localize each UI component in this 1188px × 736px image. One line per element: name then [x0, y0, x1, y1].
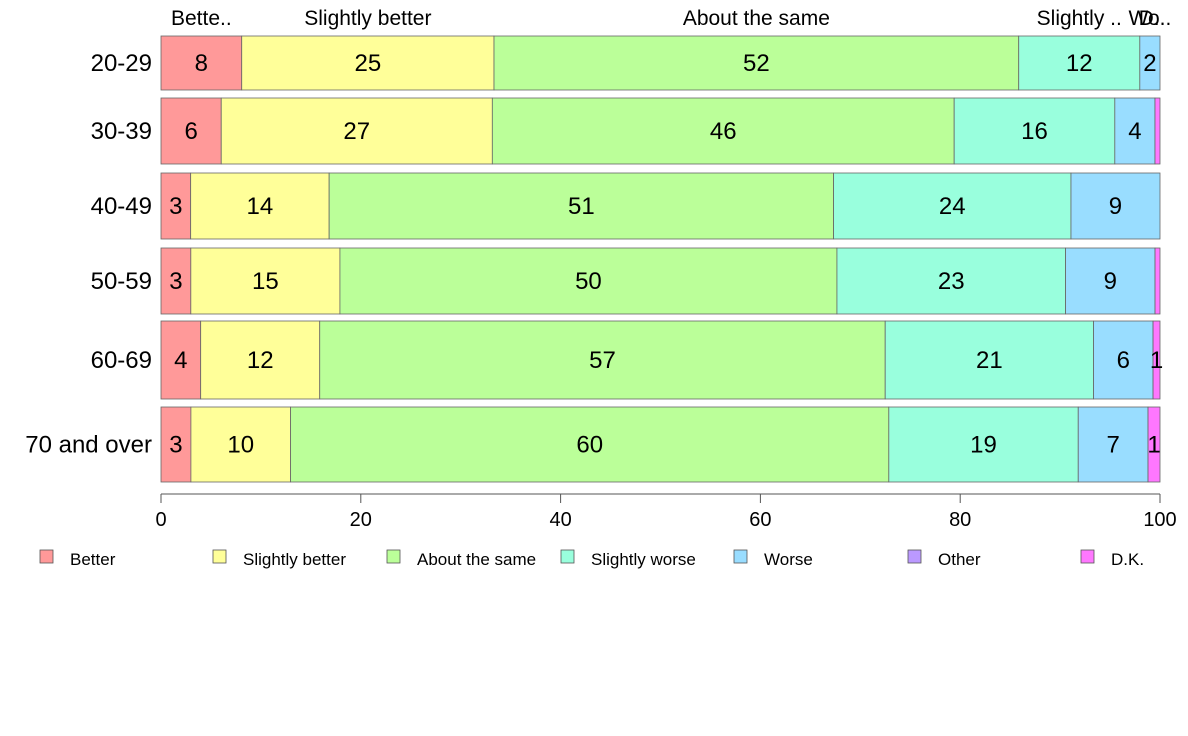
top-category-label: About the same: [683, 7, 830, 30]
bar-segment: [836, 247, 1066, 315]
legend-label: Slightly better: [243, 550, 346, 569]
data-label: 52: [743, 50, 770, 77]
bar-segment: [1077, 406, 1149, 483]
top-category-labels: Bette.. Slightly better About the same Slig…: [171, 7, 1171, 30]
bar-segment: [190, 406, 292, 483]
legend-swatch: [560, 549, 575, 564]
legend-label: About the same: [417, 550, 536, 569]
top-category-label: Wo..: [1129, 7, 1172, 30]
bar-segment: [953, 97, 1116, 165]
bar-segment: [1065, 247, 1156, 315]
bar-segment: [241, 35, 495, 91]
x-tick-label: 40: [549, 509, 571, 531]
data-label: 27: [343, 118, 370, 145]
bar-segment: [160, 320, 202, 400]
bar-segment: [888, 406, 1079, 483]
data-label: 51: [568, 193, 595, 220]
data-label: 9: [1104, 268, 1117, 295]
x-tick-label: 0: [155, 509, 166, 531]
data-label: 6: [184, 118, 197, 145]
data-label: 1: [1147, 432, 1160, 459]
data-label: 24: [939, 193, 966, 220]
bar-segment: [319, 320, 886, 400]
bar-segment: [1114, 97, 1156, 165]
bar-segment: [1139, 35, 1161, 91]
bar-segment: [1093, 320, 1154, 400]
data-label: 14: [247, 193, 274, 220]
data-label: 57: [589, 347, 616, 374]
row-label: 20-29: [91, 50, 152, 77]
bar-segment: [220, 97, 493, 165]
bar-segment: [1152, 320, 1161, 400]
data-label: 25: [355, 50, 382, 77]
x-tick-label: 100: [1143, 509, 1176, 531]
x-tick-label: 20: [350, 509, 372, 531]
data-label: 4: [174, 347, 187, 374]
top-category-label: Slightly better: [304, 7, 431, 30]
data-label: 60: [576, 432, 603, 459]
data-label: 9: [1109, 193, 1122, 220]
top-category-label: D..: [1139, 7, 1166, 30]
bar-segment: [328, 172, 834, 240]
data-label: 10: [227, 432, 254, 459]
data-label: 16: [1021, 118, 1048, 145]
legend-label: D.K.: [1111, 550, 1144, 569]
data-label: 1: [1150, 347, 1163, 374]
data-label: 21: [976, 347, 1003, 374]
bar-segment: [160, 172, 192, 240]
row-labels: 20-29 30-39 40-49 50-59 60-69 70 and over: [25, 50, 152, 459]
top-category-label: Slightly ..: [1037, 7, 1122, 30]
data-label: 46: [710, 118, 737, 145]
data-label: 4: [1128, 118, 1141, 145]
x-tick-label: 60: [749, 509, 771, 531]
bar-segment: [339, 247, 838, 315]
bar-segment: [1147, 406, 1161, 483]
data-label: 12: [1066, 50, 1093, 77]
bar-segment: [190, 172, 330, 240]
legend-swatch: [39, 549, 54, 564]
row-label: 50-59: [91, 268, 152, 295]
row-label: 70 and over: [25, 432, 152, 459]
data-label: 19: [970, 432, 997, 459]
bar-segment: [1070, 172, 1161, 240]
row-label: 30-39: [91, 118, 152, 145]
bar-segment: [290, 406, 890, 483]
data-label: 7: [1106, 432, 1119, 459]
data-label: 8: [195, 50, 208, 77]
legend-swatch: [386, 549, 401, 564]
x-tick-label: 80: [949, 509, 971, 531]
data-label: 3: [169, 193, 182, 220]
data-label: 2: [1143, 50, 1156, 77]
data-label: 12: [247, 347, 274, 374]
data-label: 6: [1117, 347, 1130, 374]
legend-swatch: [212, 549, 227, 564]
bar-segment: [160, 97, 222, 165]
bar-segment: [884, 320, 1094, 400]
legend-label: Better: [70, 550, 116, 569]
bar-segment: [1154, 97, 1161, 165]
row-label: 40-49: [91, 193, 152, 220]
legend-swatch: [733, 549, 748, 564]
data-label: 23: [938, 268, 965, 295]
data-label: 15: [252, 268, 279, 295]
bar-segment: [160, 406, 192, 483]
bar-segment: [491, 97, 955, 165]
row-label: 60-69: [91, 347, 152, 374]
data-label: 3: [169, 432, 182, 459]
bar-segment: [190, 247, 341, 315]
data-label: 3: [169, 268, 182, 295]
legend-swatch: [907, 549, 922, 564]
data-label: 50: [575, 268, 602, 295]
x-axis: 0 20 40 60 80 100: [155, 493, 1177, 531]
legend-label: Other: [938, 550, 981, 569]
legend-label: Worse: [764, 550, 813, 569]
bar-segment: [1154, 247, 1161, 315]
legend-label: Slightly worse: [591, 550, 696, 569]
legend-swatch: [1080, 549, 1095, 564]
top-category-label: Bette..: [171, 7, 232, 30]
bars: 8 25 52 12 26 27 46 16 43 14 51 24 93 15 50 23 94 12 57 21 6…: [160, 35, 1163, 483]
legend: Better Slightly better About the same Sligh…: [39, 549, 1144, 569]
